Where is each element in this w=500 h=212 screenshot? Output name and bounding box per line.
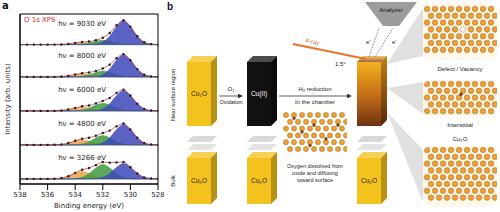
svg-text:Cu₂O: Cu₂O xyxy=(361,177,377,184)
svg-text:hν = 3266 eV: hν = 3266 eV xyxy=(58,154,106,162)
svg-text:Analyzer: Analyzer xyxy=(379,7,402,13)
svg-text:hν = 9030 eV: hν = 9030 eV xyxy=(58,20,106,28)
svg-text:Defect / Vacancy: Defect / Vacancy xyxy=(438,66,483,72)
svg-text:Interstitial: Interstitial xyxy=(447,122,473,128)
svg-text:hν = 4800 eV: hν = 4800 eV xyxy=(58,120,106,128)
svg-text:e⁻: e⁻ xyxy=(366,39,371,45)
svg-text:Intensity (arb. units): Intensity (arb. units) xyxy=(8,63,12,135)
svg-text:1.5°: 1.5° xyxy=(335,61,346,67)
svg-text:532: 532 xyxy=(96,191,109,199)
svg-text:Cu₂O: Cu₂O xyxy=(453,136,468,142)
svg-text:536: 536 xyxy=(41,191,55,199)
svg-text:X-ray: X-ray xyxy=(305,37,320,46)
svg-text:Near surface region: Near surface region xyxy=(170,69,176,122)
svg-text:Bulk: Bulk xyxy=(170,174,176,187)
svg-text:528: 528 xyxy=(151,191,164,199)
svg-text:H₂ reduction: H₂ reduction xyxy=(298,86,331,92)
svg-text:Cu₂O: Cu₂O xyxy=(191,90,207,97)
svg-text:530: 530 xyxy=(124,191,137,199)
html-text:O 1s XPS: O 1s XPS xyxy=(24,16,56,24)
svg-text:Binding energy (eV): Binding energy (eV) xyxy=(54,202,124,210)
svg-text:e⁻: e⁻ xyxy=(392,39,397,45)
svg-text:hν = 8000 eV: hν = 8000 eV xyxy=(58,52,106,60)
html-text:a: a xyxy=(2,0,9,11)
svg-text:b: b xyxy=(167,1,173,12)
svg-text:538: 538 xyxy=(13,191,26,199)
svg-text:Cu₂O: Cu₂O xyxy=(191,177,207,184)
svg-text:Cu₂O: Cu₂O xyxy=(251,177,267,184)
svg-text:O₂: O₂ xyxy=(228,86,236,92)
svg-text:In the chamber: In the chamber xyxy=(295,99,335,105)
svg-text:Oxidation: Oxidation xyxy=(219,99,242,105)
svg-text:534: 534 xyxy=(69,191,83,199)
svg-text:hν = 6000 eV: hν = 6000 eV xyxy=(58,86,106,94)
svg-text:Oxygen dissolved fromoxide and: Oxygen dissolved fromoxide and diffusing… xyxy=(287,163,343,183)
svg-text:Cu(II): Cu(II) xyxy=(251,90,267,98)
